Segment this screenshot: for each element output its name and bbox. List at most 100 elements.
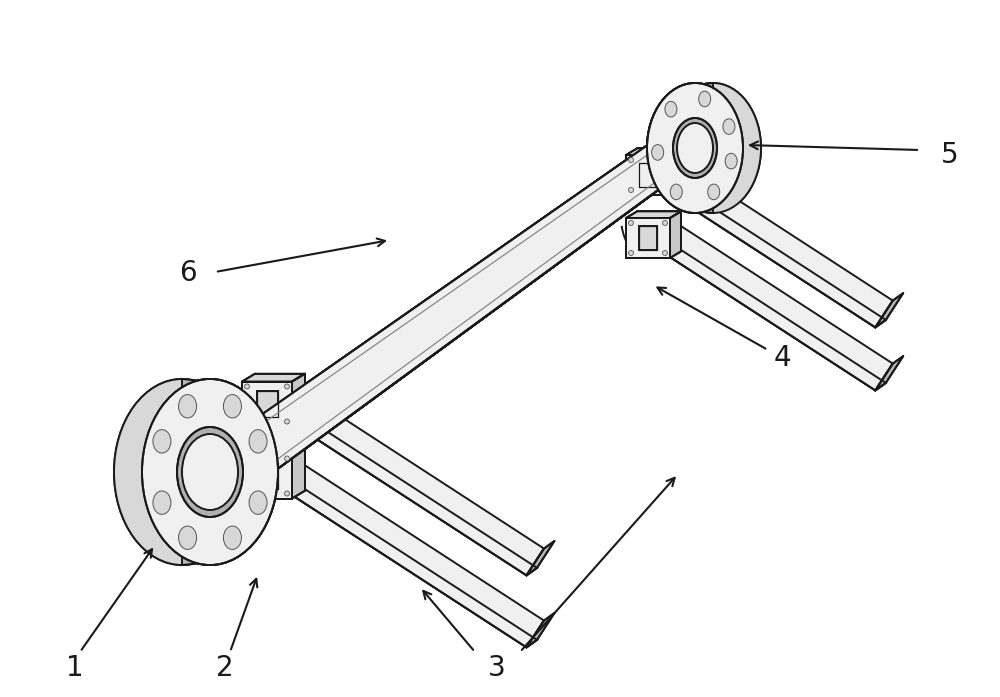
Polygon shape <box>626 148 681 155</box>
Polygon shape <box>670 211 681 258</box>
Polygon shape <box>527 613 554 648</box>
Polygon shape <box>243 157 704 494</box>
Ellipse shape <box>285 384 290 389</box>
Ellipse shape <box>245 456 250 461</box>
Ellipse shape <box>677 123 713 173</box>
Ellipse shape <box>665 83 761 213</box>
Polygon shape <box>670 148 681 195</box>
Ellipse shape <box>673 118 717 178</box>
Polygon shape <box>242 454 292 498</box>
Polygon shape <box>661 181 886 328</box>
Text: 1: 1 <box>66 654 84 682</box>
Ellipse shape <box>725 153 737 169</box>
Polygon shape <box>626 218 670 258</box>
Ellipse shape <box>662 220 668 226</box>
Ellipse shape <box>223 395 241 418</box>
Ellipse shape <box>629 158 634 162</box>
Ellipse shape <box>665 101 677 117</box>
Polygon shape <box>243 157 704 494</box>
Ellipse shape <box>662 250 668 256</box>
Polygon shape <box>292 445 305 498</box>
Polygon shape <box>283 482 537 648</box>
Polygon shape <box>875 356 903 390</box>
Ellipse shape <box>652 144 664 160</box>
Ellipse shape <box>699 91 711 107</box>
Ellipse shape <box>647 83 743 213</box>
Polygon shape <box>217 130 690 494</box>
Polygon shape <box>257 391 278 417</box>
Ellipse shape <box>665 83 761 213</box>
Ellipse shape <box>665 101 677 117</box>
Ellipse shape <box>179 526 197 549</box>
Polygon shape <box>283 390 544 575</box>
Ellipse shape <box>708 184 720 200</box>
Polygon shape <box>217 130 690 494</box>
Ellipse shape <box>723 118 735 135</box>
Polygon shape <box>242 374 305 381</box>
Ellipse shape <box>662 187 668 192</box>
Ellipse shape <box>670 184 682 200</box>
Polygon shape <box>639 227 657 250</box>
Polygon shape <box>182 379 210 565</box>
Polygon shape <box>527 541 554 575</box>
Polygon shape <box>257 463 278 489</box>
Ellipse shape <box>153 491 171 514</box>
Ellipse shape <box>177 427 243 517</box>
Ellipse shape <box>723 118 735 135</box>
Ellipse shape <box>179 526 197 549</box>
Ellipse shape <box>695 123 731 173</box>
Polygon shape <box>626 211 681 218</box>
Ellipse shape <box>114 379 250 565</box>
Polygon shape <box>242 445 305 454</box>
Ellipse shape <box>153 429 171 453</box>
Ellipse shape <box>142 379 278 565</box>
Ellipse shape <box>245 491 250 496</box>
Ellipse shape <box>179 395 197 418</box>
Polygon shape <box>217 130 690 494</box>
Ellipse shape <box>647 83 743 213</box>
Ellipse shape <box>673 118 717 178</box>
Ellipse shape <box>154 434 210 510</box>
Ellipse shape <box>245 419 250 424</box>
Polygon shape <box>283 410 537 575</box>
Ellipse shape <box>249 429 267 453</box>
Polygon shape <box>661 244 886 390</box>
Ellipse shape <box>629 187 634 192</box>
Ellipse shape <box>695 123 731 173</box>
Polygon shape <box>283 463 544 648</box>
Ellipse shape <box>249 491 267 514</box>
Ellipse shape <box>285 491 290 496</box>
Ellipse shape <box>677 123 713 173</box>
Ellipse shape <box>629 250 634 256</box>
Ellipse shape <box>285 456 290 461</box>
Ellipse shape <box>142 379 278 565</box>
Ellipse shape <box>652 144 664 160</box>
Ellipse shape <box>153 429 171 453</box>
Polygon shape <box>182 379 210 565</box>
Polygon shape <box>243 157 704 494</box>
Ellipse shape <box>223 526 241 549</box>
Polygon shape <box>695 83 713 213</box>
Ellipse shape <box>249 429 267 453</box>
Ellipse shape <box>708 184 720 200</box>
Ellipse shape <box>629 220 634 226</box>
Ellipse shape <box>177 427 243 517</box>
Text: 5: 5 <box>941 141 959 169</box>
Text: 2: 2 <box>216 654 234 682</box>
Polygon shape <box>626 155 670 195</box>
Ellipse shape <box>182 434 238 510</box>
Ellipse shape <box>285 419 290 424</box>
Ellipse shape <box>223 526 241 549</box>
Polygon shape <box>292 374 305 427</box>
Text: 4: 4 <box>773 344 791 372</box>
Text: 6: 6 <box>179 259 197 287</box>
Ellipse shape <box>249 491 267 514</box>
Ellipse shape <box>245 384 250 389</box>
Ellipse shape <box>114 379 250 565</box>
Ellipse shape <box>725 153 737 169</box>
Polygon shape <box>661 224 893 390</box>
Ellipse shape <box>182 434 238 510</box>
Ellipse shape <box>154 434 210 510</box>
Polygon shape <box>639 163 657 187</box>
Polygon shape <box>695 83 713 213</box>
